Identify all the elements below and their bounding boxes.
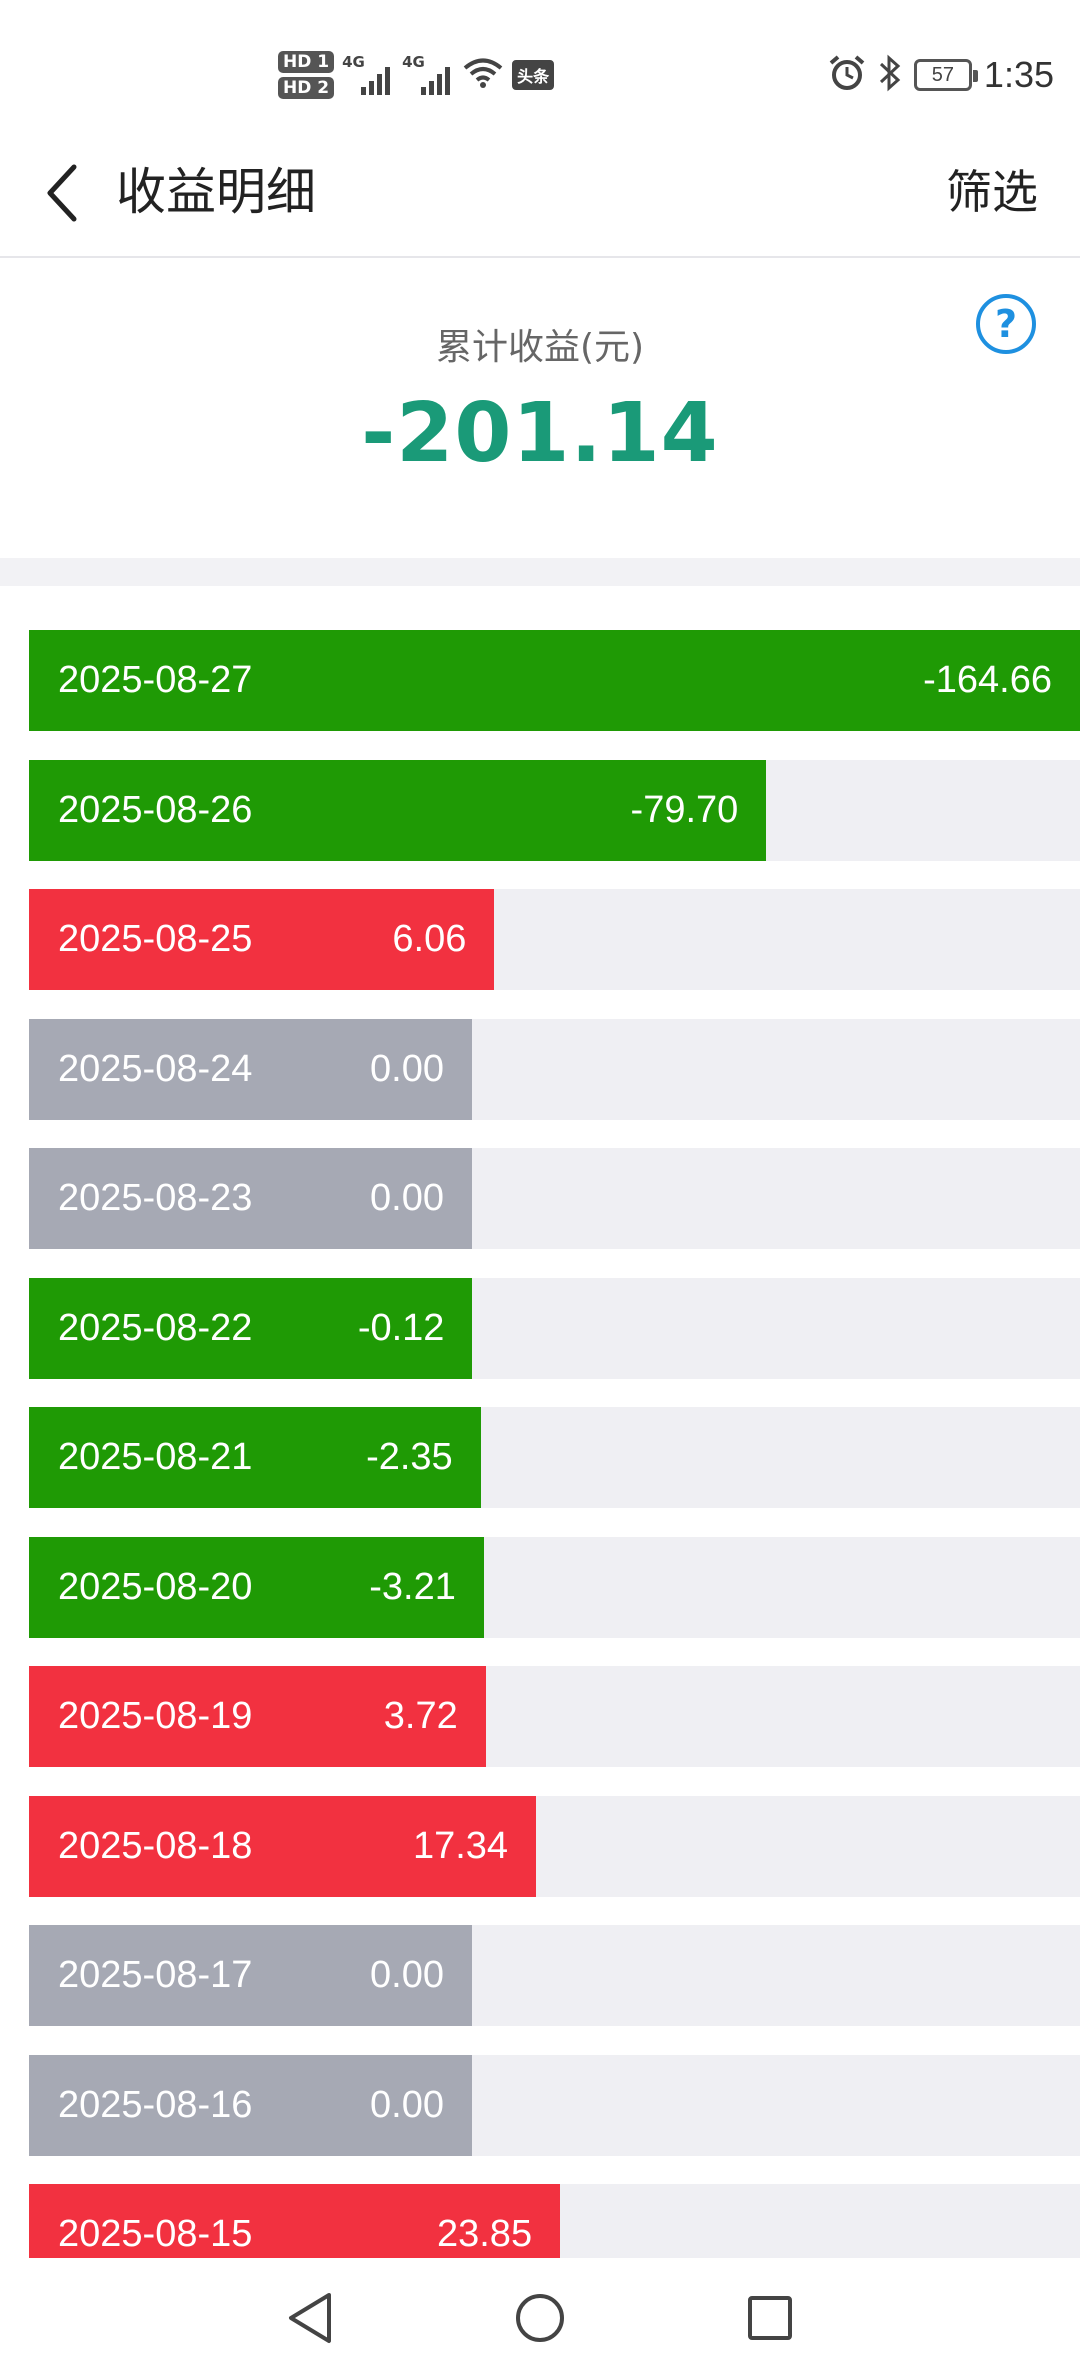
hd2-badge: HD 2 [278, 77, 335, 99]
earnings-date: 2025-08-16 [58, 2083, 253, 2126]
cumulative-earnings-summary: 累计收益(元) -201.14 ? [0, 258, 1080, 558]
earnings-amount: -2.35 [366, 1436, 453, 1478]
earnings-bar-fill [29, 1925, 472, 2026]
earnings-row-2025-08-17[interactable]: 2025-08-17 0.00 [29, 1925, 1080, 2026]
earnings-date: 2025-08-24 [58, 1047, 253, 1090]
earnings-amount: -164.66 [923, 659, 1052, 701]
hd-indicators: HD 1 HD 2 [278, 51, 335, 99]
earnings-date: 2025-08-15 [58, 2213, 253, 2255]
earnings-row-2025-08-16[interactable]: 2025-08-16 0.00 [29, 2054, 1080, 2156]
earnings-bar-fill [29, 759, 767, 861]
earnings-amount: -3.21 [369, 1565, 456, 1608]
page-title: 收益明细 [116, 163, 316, 221]
earnings-amount: -0.12 [357, 1306, 445, 1349]
nav-home-icon[interactable] [510, 2288, 570, 2348]
earnings-bar-fill [29, 1666, 486, 1767]
earnings-row-2025-08-27[interactable]: 2025-08-27 -164.66 [29, 630, 1080, 731]
earnings-bar-fill [29, 1795, 537, 1897]
wifi-icon [462, 57, 504, 93]
earnings-row-2025-08-22[interactable]: 2025-08-22 -0.12 [29, 1277, 1080, 1379]
chevron-left-icon [47, 164, 77, 222]
network-type-label: 4G [342, 53, 365, 71]
earnings-bar-fill [29, 2184, 561, 2258]
back-button[interactable] [32, 158, 92, 228]
clock: 1:35 [983, 54, 1054, 95]
nav-recents-icon[interactable] [740, 2288, 800, 2348]
earnings-date: 2025-08-23 [58, 1177, 253, 1219]
section-divider [0, 558, 1080, 586]
alarm-icon [828, 54, 866, 97]
earnings-amount: 0.00 [370, 1177, 444, 1219]
earnings-date: 2025-08-26 [58, 788, 253, 831]
earnings-bar-fill [29, 1277, 473, 1379]
earnings-date: 2025-08-22 [58, 1306, 253, 1349]
earnings-date: 2025-08-25 [58, 918, 253, 960]
earnings-date: 2025-08-17 [58, 1954, 253, 1996]
battery-icon: 57 [913, 59, 978, 91]
signal-strength-icon-2: 4G [402, 53, 454, 97]
status-bar-right: 57 1:35 [828, 44, 1054, 106]
earnings-row-2025-08-18[interactable]: 2025-08-18 17.34 [29, 1795, 1080, 1897]
earnings-bar-fill [29, 2054, 472, 2156]
status-bar-left: HD 1 HD 2 4G 4G [278, 44, 555, 106]
earnings-date: 2025-08-19 [58, 1695, 253, 1737]
help-icon[interactable]: ? [976, 294, 1036, 354]
earnings-amount: 0.00 [370, 1047, 444, 1090]
earnings-amount: 6.06 [392, 918, 467, 960]
signal-strength-icon: 4G [342, 53, 394, 97]
earnings-row-2025-08-20[interactable]: 2025-08-20 -3.21 [29, 1536, 1080, 1638]
earnings-amount: 17.34 [412, 1824, 509, 1867]
earnings-amount: 0.00 [370, 2083, 444, 2126]
cumulative-earnings-label: 累计收益(元) [435, 327, 645, 368]
earnings-amount: 3.72 [383, 1695, 458, 1737]
filter-button[interactable]: 筛选 [946, 165, 1038, 219]
earnings-row-2025-08-24[interactable]: 2025-08-24 0.00 [29, 1018, 1080, 1120]
cumulative-earnings-value: -201.14 [361, 386, 719, 481]
app-header: 收益明细 筛选 [0, 130, 1080, 258]
toutiao-app-icon: 头条 [512, 60, 555, 90]
earnings-amount: -79.70 [630, 788, 739, 831]
earnings-row-2025-08-26[interactable]: 2025-08-26 -79.70 [29, 759, 1080, 861]
earnings-bar-fill [29, 1407, 481, 1508]
earnings-bar-fill [29, 630, 1080, 731]
earnings-row-2025-08-19[interactable]: 2025-08-19 3.72 [29, 1666, 1080, 1767]
earnings-row-2025-08-23[interactable]: 2025-08-23 0.00 [29, 1148, 1080, 1249]
earnings-date: 2025-08-21 [58, 1436, 253, 1478]
network-type-label-2: 4G [402, 53, 425, 71]
system-navigation-bar [0, 2258, 1080, 2376]
earnings-amount: 0.00 [370, 1954, 444, 1996]
hd1-badge: HD 1 [278, 51, 335, 73]
bluetooth-icon [878, 54, 902, 97]
earnings-bar-fill [29, 1536, 484, 1638]
status-bar: HD 1 HD 2 4G 4G [0, 0, 1080, 130]
earnings-date: 2025-08-18 [58, 1824, 253, 1867]
earnings-date: 2025-08-20 [58, 1565, 253, 1608]
earnings-bar-fill [29, 889, 495, 990]
earnings-bar-fill [29, 1018, 472, 1120]
earnings-bar-fill [29, 1148, 472, 1249]
earnings-row-2025-08-25[interactable]: 2025-08-25 6.06 [29, 889, 1080, 990]
earnings-date: 2025-08-27 [58, 659, 253, 701]
daily-earnings-list: 2025-08-27 -164.66 2025-08-26 -79.70 2025-08… [0, 630, 1080, 2258]
earnings-row-2025-08-21[interactable]: 2025-08-21 -2.35 [29, 1407, 1080, 1508]
earnings-row-2025-08-15[interactable]: 2025-08-15 23.85 [29, 2184, 1080, 2258]
nav-back-icon[interactable] [280, 2288, 340, 2348]
earnings-amount: 23.85 [436, 2213, 533, 2255]
